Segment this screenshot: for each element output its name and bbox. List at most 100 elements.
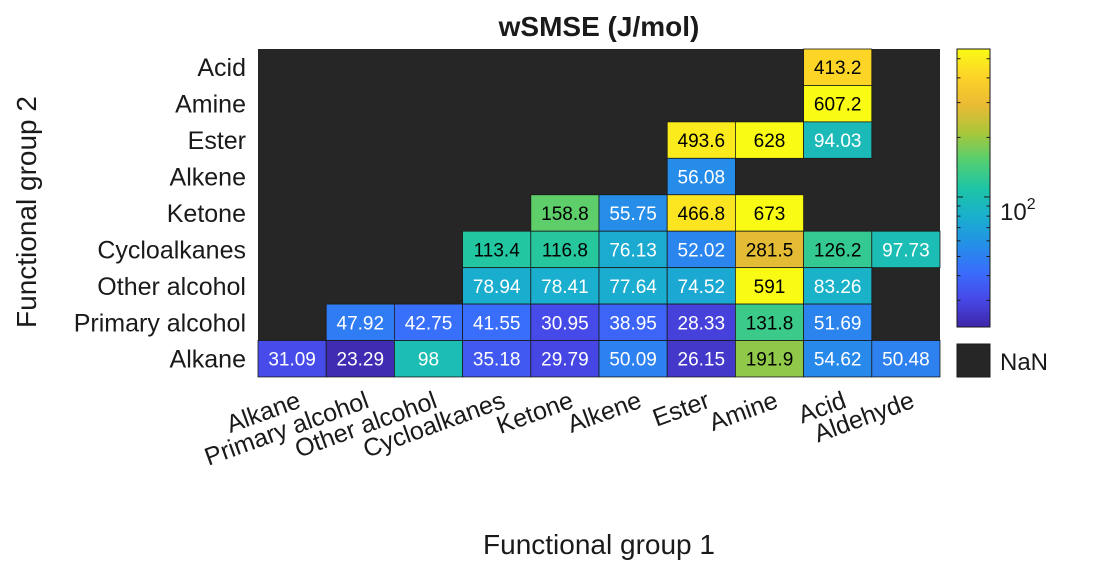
heatmap-cell-value: 591 xyxy=(754,277,786,298)
heatmap-cell-value: 31.09 xyxy=(268,350,316,371)
heatmap-cell xyxy=(666,267,736,305)
heatmap-cell xyxy=(666,121,736,159)
heatmap-cell-value: 126.2 xyxy=(814,240,862,261)
heatmap-cell xyxy=(871,230,941,269)
heatmap-cell xyxy=(598,194,668,232)
heatmap-cell xyxy=(462,267,532,305)
heatmap-cell xyxy=(803,303,873,341)
heatmap-cell xyxy=(666,340,736,378)
y-tick-label: Other alcohol xyxy=(97,273,246,301)
heatmap-cell-value: 76.13 xyxy=(609,240,657,261)
heatmap-cell xyxy=(735,267,805,305)
heatmap-cell-value: 52.02 xyxy=(678,240,726,261)
heatmap-cell xyxy=(803,48,873,86)
heatmap-cell xyxy=(803,267,873,305)
nan-legend-swatch xyxy=(956,343,991,378)
heatmap-cell xyxy=(598,340,668,378)
heatmap-cell xyxy=(735,230,805,269)
heatmap-cell xyxy=(735,121,805,159)
heatmap-cell-value: 78.41 xyxy=(541,277,589,298)
colorbar-gradient xyxy=(956,48,991,328)
y-tick-label: Primary alcohol xyxy=(74,309,246,337)
heatmap-cell xyxy=(530,267,600,305)
x-axis-title: Functional group 1 xyxy=(483,529,715,560)
heatmap-cell-value: 413.2 xyxy=(814,58,862,79)
heatmap-cell-value: 628 xyxy=(754,131,786,152)
heatmap-cell xyxy=(598,230,668,269)
y-tick-label: Alkane xyxy=(170,346,246,374)
heatmap-cell-value: 607.2 xyxy=(814,95,862,116)
heatmap-cell-value: 97.73 xyxy=(882,240,930,261)
heatmap-cell-value: 113.4 xyxy=(474,240,521,261)
heatmap-cell xyxy=(666,230,736,269)
heatmap-cell-value: 50.48 xyxy=(882,350,930,371)
heatmap-cell-value: 281.5 xyxy=(746,240,794,261)
heatmap-cell-value: 98 xyxy=(418,350,439,371)
heatmap-cell-value: 158.8 xyxy=(541,204,589,225)
heatmap-cell-value: 55.75 xyxy=(609,204,657,225)
heatmap-cell-value: 78.94 xyxy=(473,277,521,298)
heatmap-cell-value: 50.09 xyxy=(609,350,657,371)
x-tick-label: Alkene xyxy=(564,386,645,438)
heatmap-cell-value: 26.15 xyxy=(678,350,726,371)
chart-title: wSMSE (J/mol) xyxy=(498,11,700,42)
heatmap-cell xyxy=(803,230,873,269)
heatmap-cell-value: 77.64 xyxy=(609,277,657,298)
colorbar: 102 NaN xyxy=(956,48,1048,378)
heatmap-cell-value: 35.18 xyxy=(473,350,521,371)
heatmap-cell-value: 30.95 xyxy=(541,313,589,334)
heatmap-cell xyxy=(666,303,736,341)
heatmap-cell xyxy=(325,303,395,341)
heatmap-cell-value: 42.75 xyxy=(405,313,453,334)
heatmap-cell-value: 131.8 xyxy=(746,313,794,334)
heatmap-grid: 413.2 607.2 493.6 628 94.03 56.08 158.8 55.75 46… xyxy=(257,48,941,378)
colorbar-tick-base: 10 xyxy=(1000,199,1027,226)
heatmap-cell-value: 54.62 xyxy=(814,350,862,371)
heatmap-cell-value: 673 xyxy=(754,204,786,225)
heatmap-cell xyxy=(325,340,395,378)
heatmap-cell-value: 74.52 xyxy=(678,277,726,298)
heatmap-cell-value: 493.6 xyxy=(678,131,726,152)
y-tick-labels: Acid Amine Ester Alkene Ketone Cycloalkanes Ot… xyxy=(74,54,246,374)
heatmap-cell xyxy=(803,85,873,123)
y-tick-label: Ester xyxy=(188,127,246,155)
heatmap-cell xyxy=(871,340,941,378)
y-tick-label: Amine xyxy=(175,91,246,119)
y-axis-title: Functional group 2 xyxy=(11,96,42,328)
nan-legend-label: NaN xyxy=(1000,349,1048,376)
x-tick-label: Ester xyxy=(649,386,713,432)
heatmap-cell xyxy=(598,267,668,305)
heatmap-cell-value: 116.8 xyxy=(542,240,588,261)
x-tick-label: Amine xyxy=(705,386,781,437)
heatmap-cell-value: 56.08 xyxy=(678,168,726,189)
heatmap-cell xyxy=(803,121,873,159)
heatmap-cell xyxy=(530,230,600,269)
heatmap-cell-value: 38.95 xyxy=(609,313,657,334)
colorbar-tick-label: 102 xyxy=(1000,196,1036,226)
heatmap-cell-value: 191.9 xyxy=(746,350,794,371)
heatmap-cell-value: 466.8 xyxy=(678,204,726,225)
y-tick-label: Acid xyxy=(197,54,246,82)
heatmap-cell xyxy=(462,340,532,378)
heatmap-cell xyxy=(462,303,532,341)
heatmap-cell xyxy=(393,303,463,341)
heatmap-cell-value: 47.92 xyxy=(337,313,385,334)
heatmap-cell-value: 28.33 xyxy=(678,313,726,334)
heatmap-cell-value: 29.79 xyxy=(541,350,589,371)
heatmap-cell-value: 83.26 xyxy=(814,277,862,298)
y-tick-label: Cycloalkanes xyxy=(97,236,246,264)
heatmap-cell xyxy=(735,303,805,341)
y-tick-label: Ketone xyxy=(167,200,246,228)
colorbar-tick-exponent: 2 xyxy=(1027,196,1036,213)
heatmap-cell xyxy=(735,340,805,378)
heatmap-cell xyxy=(666,194,736,232)
heatmap-cell-value: 94.03 xyxy=(814,131,862,152)
heatmap-cell-value: 51.69 xyxy=(814,313,862,334)
heatmap-cell xyxy=(735,194,805,232)
y-tick-label: Alkene xyxy=(170,164,246,192)
heatmap-cell-value: 41.55 xyxy=(473,313,521,334)
heatmap-cell-value: 23.29 xyxy=(337,350,385,371)
colorbar-ticks xyxy=(957,58,990,301)
